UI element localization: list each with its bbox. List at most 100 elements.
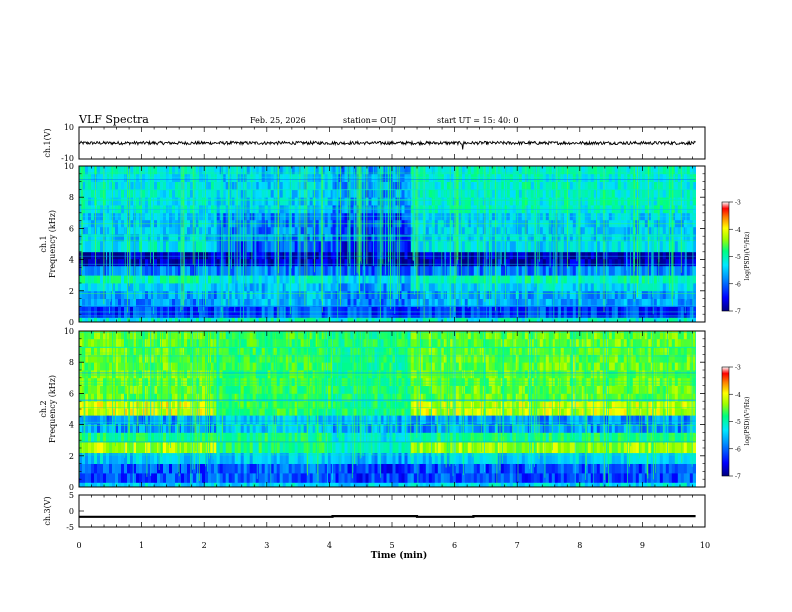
ch1-spec-cell (312, 283, 317, 292)
ch1-spec-cell (124, 317, 128, 323)
ch1-spec-cell (674, 197, 679, 206)
ch1-spec-cell (270, 166, 275, 175)
ch1-spec-cell (497, 233, 502, 242)
ch1-spec-cell (512, 317, 517, 323)
ch2-spec-cell (88, 370, 92, 379)
ch1-spec-cell (518, 181, 523, 190)
ch1-spec-cell (282, 298, 287, 307)
ch1-spec-cell (560, 283, 565, 292)
ch1-spec-cell (542, 283, 547, 292)
ch1-spec-cell (142, 258, 146, 267)
ch1-spec-cell (572, 240, 577, 253)
ch1-spec-cell (151, 317, 155, 323)
ch2-spec-cell (124, 452, 128, 464)
ch2-spec-cell (133, 432, 137, 443)
ch1-spec-cell (175, 290, 179, 299)
ch1-spec-cell (136, 166, 140, 175)
ch1-spec-cell (300, 298, 305, 307)
ch1-spec-cell (225, 226, 230, 235)
ch1-spec-cell (509, 166, 514, 175)
ch1-spec-cell (103, 265, 107, 276)
ch1-spec-cell (285, 166, 290, 175)
ch1-spec-cell (500, 251, 505, 260)
ch2-spec-cell (97, 377, 101, 386)
ch1-spec-cell (662, 317, 667, 323)
ch1-spec-cell (115, 226, 119, 235)
ch1-spec-cell (341, 181, 345, 190)
ch2-spec-cell (118, 385, 122, 394)
ch1-spec-cell (181, 166, 185, 175)
ch1-spec-cell (154, 173, 158, 182)
ch1-spec-cell (142, 290, 146, 299)
ch1-spec-cell (160, 205, 164, 214)
ch1-spec-cell (392, 290, 396, 299)
ch1-spec-cell (497, 173, 502, 182)
ch1-spec-cell (473, 283, 478, 292)
ch2-spec-cell (85, 354, 89, 363)
ch1-spec-cell (389, 265, 393, 276)
ch1-spec-cell (315, 173, 320, 182)
ch1-spec-cell (190, 258, 194, 267)
ch1-spec-cell (199, 275, 203, 284)
ch1-spec-cell (181, 290, 185, 299)
ch1-spec-cell (330, 173, 333, 182)
ch1-spec-cell (154, 275, 158, 284)
ch1-spec-cell (605, 197, 610, 206)
ch1-spec-cell (668, 258, 673, 267)
ch1-spec-cell (548, 265, 553, 276)
ch1-spec-cell (578, 181, 583, 190)
ch1-spec-cell (485, 298, 490, 307)
ch1-spec-cell (163, 240, 167, 253)
ch1-spec-cell (542, 189, 547, 198)
ch1-spec-cell (151, 240, 155, 253)
ch1-spec-cell (306, 298, 311, 307)
ch1-spec-cell (638, 317, 643, 323)
ch1-spec-cell (199, 265, 203, 276)
ch1-spec-cell (689, 298, 694, 307)
ch1-spec-cell (608, 205, 613, 214)
ch1-spec-cell (208, 205, 212, 214)
ch1-spec-cell (629, 205, 634, 214)
ch1-spec-cell (407, 197, 411, 206)
ch1-spec-cell (473, 290, 478, 299)
ch1-spec-cell (521, 298, 526, 307)
ch1-spec-cell (187, 251, 191, 260)
ch1-spec-cell (392, 251, 396, 260)
ch1-spec-cell (109, 317, 113, 323)
ch1-spec-cell (644, 181, 649, 190)
ch1-spec-cell (629, 283, 634, 292)
ch2-spec-cell (118, 482, 122, 488)
ch1-spec-cell (512, 173, 517, 182)
ch1-spec-cell (267, 283, 272, 292)
ch2-spec-cell (133, 377, 137, 386)
ch2-spec-cell (115, 393, 119, 402)
ch1-spec-cell (344, 251, 348, 260)
ch1-spec-cell (279, 205, 284, 214)
ch1-spec-cell (572, 265, 577, 276)
ch1-spec-cell (662, 189, 667, 198)
ch1-spec-cell (118, 275, 122, 284)
ch1-spec-cell (148, 189, 152, 198)
ch1-spec-cell (273, 233, 278, 242)
ch1-spec-cell (638, 258, 643, 267)
ch1-spec-cell (258, 189, 263, 198)
ch1-spec-cell (214, 298, 218, 307)
ch1-spec-cell (205, 258, 209, 267)
ch1-spec-cell (602, 226, 607, 235)
ch1-spec-cell (410, 166, 415, 175)
ch1-spec-cell (437, 298, 442, 307)
ch1-spec-cell (118, 298, 122, 307)
ch1-spec-cell (279, 173, 284, 182)
ch1-spec-cell (199, 317, 203, 323)
ch1-spec-cell (542, 258, 547, 267)
ch1-spec-cell (306, 226, 311, 235)
ch2-spec-cell (109, 473, 113, 483)
ch2-spec-cell (91, 393, 95, 402)
ch1-spec-cell (395, 283, 399, 292)
ch1-spec-cell (668, 290, 673, 299)
ch1-spec-cell (530, 265, 535, 276)
ch1-spec-cell (446, 226, 451, 235)
ch1-spec-cell (246, 233, 251, 242)
ch1-spec-cell (572, 166, 577, 175)
ch2-spec-cell (109, 331, 113, 340)
